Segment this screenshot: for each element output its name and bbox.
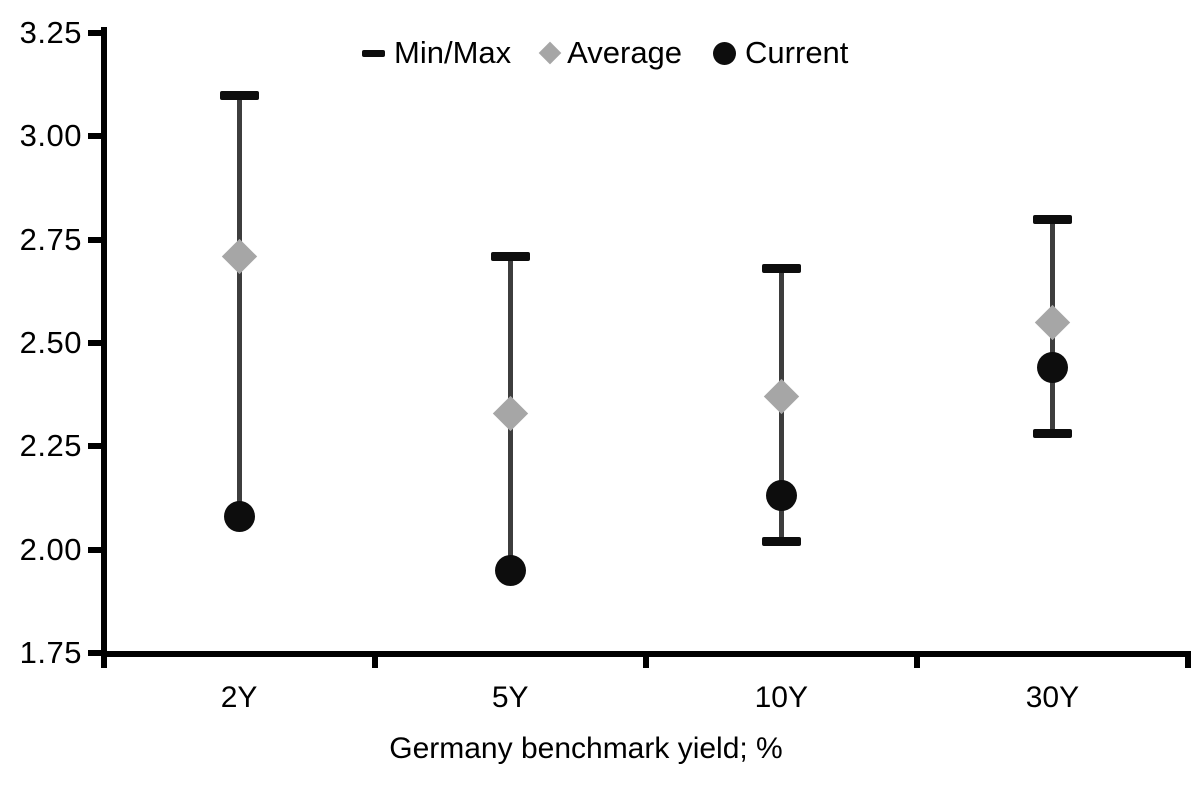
average-diamond-marker bbox=[492, 395, 528, 431]
x-tick bbox=[100, 655, 107, 668]
x-tick bbox=[371, 655, 378, 668]
average-diamond-marker bbox=[1034, 304, 1071, 341]
y-tick-label: 2.75 bbox=[19, 221, 82, 257]
legend-label: Current bbox=[745, 35, 849, 70]
legend-dash-icon bbox=[362, 49, 385, 57]
x-axis-title: Germany benchmark yield; % bbox=[389, 732, 783, 765]
average-diamond-marker bbox=[763, 379, 799, 415]
min-cap bbox=[1032, 429, 1072, 439]
current-circle-marker bbox=[223, 501, 255, 533]
y-tick bbox=[87, 30, 104, 36]
y-tick-label: 1.75 bbox=[19, 635, 82, 670]
legend: Min/Max Average Current bbox=[362, 36, 848, 70]
x-tick bbox=[1185, 655, 1191, 668]
current-circle-marker bbox=[1036, 352, 1068, 384]
max-cap bbox=[761, 264, 801, 274]
max-cap bbox=[490, 251, 530, 261]
x-tick-label: 2Y bbox=[220, 681, 258, 714]
legend-label: Average bbox=[567, 35, 683, 70]
x-tick bbox=[642, 655, 649, 668]
min-max-range-bar bbox=[236, 95, 242, 517]
max-cap bbox=[219, 90, 259, 100]
legend-circle-icon bbox=[713, 41, 737, 65]
legend-item: Average bbox=[538, 35, 683, 70]
min-cap bbox=[761, 536, 801, 546]
x-tick-label: 30Y bbox=[1025, 681, 1080, 714]
current-circle-marker bbox=[765, 480, 797, 512]
y-tick bbox=[87, 650, 104, 656]
y-tick-label: 3.25 bbox=[19, 15, 82, 50]
y-tick-label: 2.25 bbox=[19, 428, 82, 464]
x-tick bbox=[913, 655, 920, 668]
legend-label: Min/Max bbox=[394, 35, 512, 70]
current-circle-marker bbox=[494, 554, 526, 586]
y-tick-label: 2.50 bbox=[19, 325, 82, 360]
y-tick-label: 2.00 bbox=[19, 531, 82, 567]
y-tick bbox=[87, 546, 104, 553]
y-tick bbox=[87, 340, 104, 346]
y-tick-label: 3.00 bbox=[19, 118, 82, 154]
y-tick bbox=[87, 133, 104, 140]
y-tick bbox=[87, 443, 104, 450]
legend-item: Current bbox=[713, 36, 848, 70]
y-axis-line bbox=[100, 27, 107, 656]
legend-diamond-icon bbox=[538, 41, 562, 65]
x-tick-label: 5Y bbox=[491, 681, 529, 714]
x-axis-line bbox=[100, 650, 1191, 657]
max-cap bbox=[1032, 214, 1072, 224]
x-tick-label: 10Y bbox=[754, 681, 808, 714]
legend-item: Min/Max bbox=[362, 36, 511, 70]
y-tick bbox=[87, 236, 104, 243]
average-diamond-marker bbox=[221, 238, 257, 274]
